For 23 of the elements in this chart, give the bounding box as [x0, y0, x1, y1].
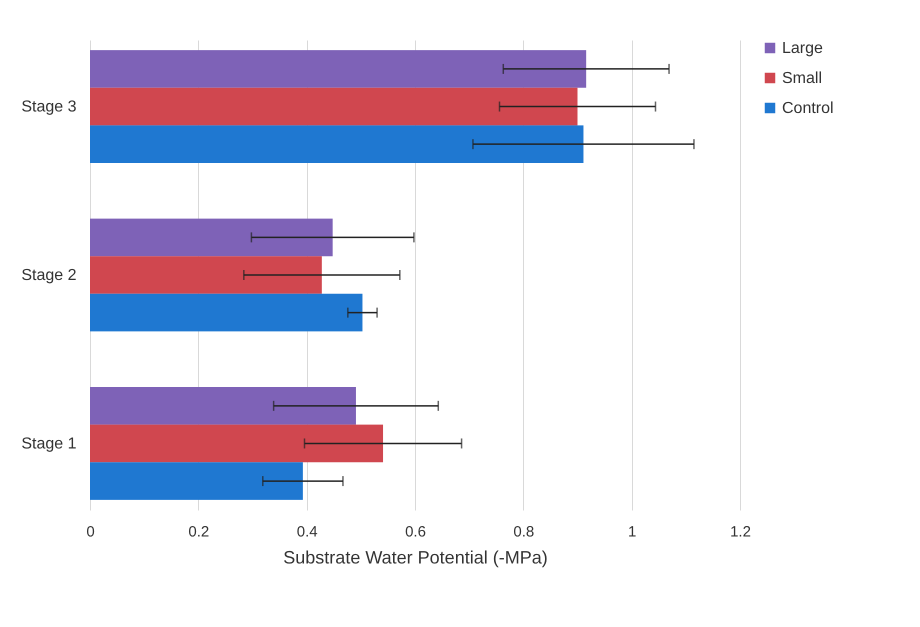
x-tick-label: 1.2: [730, 524, 751, 540]
bar: [90, 387, 356, 425]
legend-label: Control: [782, 100, 834, 117]
x-tick-label: 0.8: [513, 524, 534, 540]
bar: [90, 88, 578, 126]
bar: [90, 218, 333, 256]
y-tick-label: Stage 3: [21, 98, 77, 116]
x-axis-title: Substrate Water Potential (-MPa): [283, 548, 548, 568]
legend-label: Small: [782, 70, 822, 87]
bar: [90, 256, 322, 294]
x-tick-label: 0.4: [296, 524, 318, 540]
x-tick-label: 0.2: [188, 524, 210, 540]
bar: [90, 125, 584, 163]
bar: [90, 294, 362, 332]
y-tick-label: Stage 2: [21, 267, 77, 284]
bar: [90, 462, 303, 500]
bar: [90, 424, 384, 462]
x-tick-label: 0.6: [405, 524, 426, 540]
x-tick-label: 0: [86, 524, 95, 540]
legend-label: Large: [782, 40, 824, 57]
y-tick-label: Stage 1: [21, 435, 77, 452]
bar: [90, 50, 586, 88]
x-tick-label: 1: [628, 524, 636, 540]
